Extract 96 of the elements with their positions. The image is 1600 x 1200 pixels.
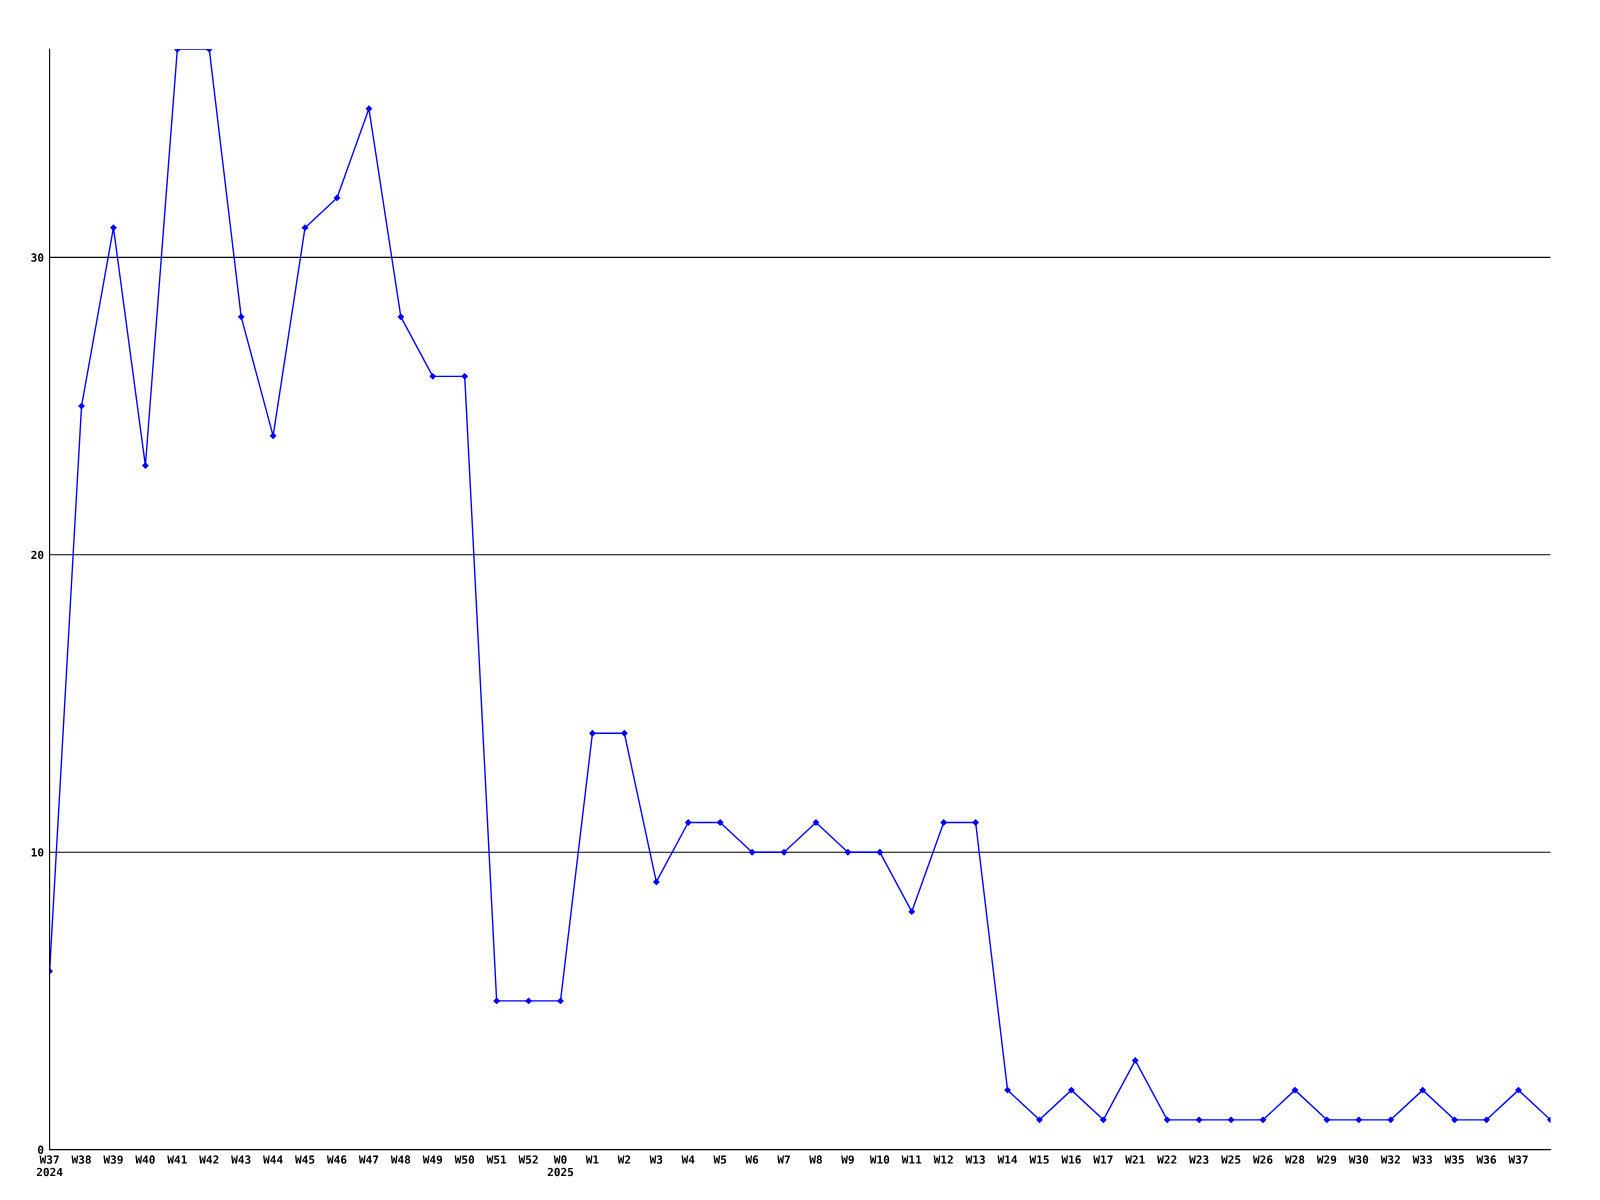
x-tick-label: W0 2025 bbox=[547, 1155, 574, 1177]
x-tick-label: W22 bbox=[1157, 1155, 1177, 1164]
x-tick-label: W40 bbox=[135, 1155, 155, 1164]
point bbox=[142, 462, 149, 469]
point bbox=[940, 819, 947, 826]
x-tick-label: W9 bbox=[841, 1155, 854, 1164]
point bbox=[1068, 1086, 1075, 1094]
x-tick-label: W39 bbox=[103, 1155, 123, 1164]
x-tick-label: W3 bbox=[649, 1155, 663, 1164]
point bbox=[1195, 1116, 1203, 1124]
x-tick-label: W15 bbox=[1029, 1155, 1049, 1164]
point bbox=[812, 819, 820, 826]
point bbox=[1227, 1116, 1235, 1124]
x-tick-label: W47 bbox=[358, 1155, 379, 1164]
point bbox=[493, 997, 500, 1005]
point bbox=[908, 908, 915, 915]
point bbox=[238, 313, 245, 321]
x-tick-label: W38 bbox=[71, 1155, 91, 1164]
x-tick-label: W41 bbox=[167, 1155, 187, 1164]
x-tick-label: W4 bbox=[681, 1155, 695, 1164]
point bbox=[1387, 1116, 1394, 1124]
point bbox=[269, 432, 277, 439]
x-tick-label: W17 bbox=[1093, 1155, 1113, 1164]
point bbox=[844, 849, 852, 856]
point bbox=[1004, 1086, 1011, 1094]
point bbox=[685, 819, 692, 826]
point bbox=[110, 224, 117, 231]
x-tick-label: W25 bbox=[1221, 1155, 1241, 1164]
x-tick-label: W26 bbox=[1252, 1155, 1273, 1164]
x-tick-label: W2 bbox=[617, 1155, 631, 1164]
x-tick-label: W33 bbox=[1412, 1155, 1432, 1164]
point bbox=[1036, 1116, 1043, 1124]
point bbox=[1451, 1116, 1458, 1124]
point bbox=[717, 819, 724, 826]
x-tick-label: W21 bbox=[1125, 1155, 1145, 1164]
x-tick-label: W52 bbox=[518, 1155, 538, 1164]
point bbox=[780, 849, 788, 856]
x-tick-label: W12 bbox=[933, 1155, 953, 1164]
x-tick-label: W45 bbox=[295, 1155, 315, 1164]
x-tick-label: W14 bbox=[997, 1155, 1018, 1164]
x-tick-label: W46 bbox=[326, 1155, 347, 1164]
x-tick-label: W49 bbox=[422, 1155, 443, 1164]
point bbox=[972, 819, 979, 826]
y-tick-label: 30 bbox=[31, 253, 44, 262]
point bbox=[365, 105, 373, 112]
x-tick-label: W28 bbox=[1284, 1155, 1305, 1164]
point bbox=[397, 313, 405, 321]
x-tick-label: W50 bbox=[454, 1155, 475, 1164]
x-tick-label: W44 bbox=[263, 1155, 283, 1164]
y-tick-label: 0 bbox=[38, 1145, 44, 1154]
x-tick-label: W42 bbox=[199, 1155, 219, 1164]
x-tick-label: W1 bbox=[585, 1155, 599, 1164]
point bbox=[301, 224, 309, 231]
point bbox=[525, 997, 532, 1005]
x-tick-label: W16 bbox=[1061, 1155, 1081, 1164]
x-tick-label: W5 bbox=[713, 1155, 727, 1164]
x-tick-label: W10 bbox=[869, 1155, 890, 1164]
x-tick-label: W11 bbox=[901, 1155, 922, 1164]
x-tick-label: W48 bbox=[390, 1155, 411, 1164]
point bbox=[557, 997, 564, 1005]
point bbox=[1291, 1086, 1299, 1094]
point bbox=[1419, 1086, 1426, 1094]
point bbox=[621, 730, 628, 737]
point bbox=[748, 849, 756, 856]
point bbox=[653, 878, 660, 886]
point bbox=[1355, 1116, 1362, 1124]
x-tick-label: W8 bbox=[809, 1155, 822, 1164]
point bbox=[1323, 1116, 1331, 1124]
x-tick-label: W32 bbox=[1380, 1155, 1400, 1164]
x-tick-label: W23 bbox=[1189, 1155, 1209, 1164]
x-tick-label: W6 bbox=[745, 1155, 759, 1164]
x-tick-label: W37 bbox=[1508, 1155, 1528, 1164]
y-tick-label: 10 bbox=[31, 848, 44, 857]
point bbox=[461, 373, 468, 380]
point bbox=[1132, 1057, 1139, 1064]
point bbox=[1164, 1116, 1171, 1124]
x-tick-label: W36 bbox=[1476, 1155, 1496, 1164]
x-tick-label: W37 2024 bbox=[36, 1155, 63, 1177]
point bbox=[1100, 1116, 1107, 1124]
x-tick-label: W29 bbox=[1316, 1155, 1337, 1164]
x-tick-label: W43 bbox=[231, 1155, 251, 1164]
x-tick-label: W35 bbox=[1444, 1155, 1464, 1164]
point bbox=[589, 730, 596, 737]
point bbox=[1515, 1086, 1522, 1094]
point bbox=[333, 194, 341, 202]
x-tick-label: W30 bbox=[1348, 1155, 1369, 1164]
x-tick-label: W7 bbox=[777, 1155, 790, 1164]
y-tick-label: 20 bbox=[31, 550, 44, 560]
line-series bbox=[49, 49, 1551, 1124]
point bbox=[1483, 1116, 1490, 1124]
x-tick-label: W51 bbox=[486, 1155, 507, 1164]
point bbox=[78, 402, 85, 410]
point bbox=[1259, 1116, 1267, 1124]
point bbox=[429, 373, 436, 380]
x-tick-label: W13 bbox=[965, 1155, 985, 1164]
point bbox=[876, 849, 883, 856]
